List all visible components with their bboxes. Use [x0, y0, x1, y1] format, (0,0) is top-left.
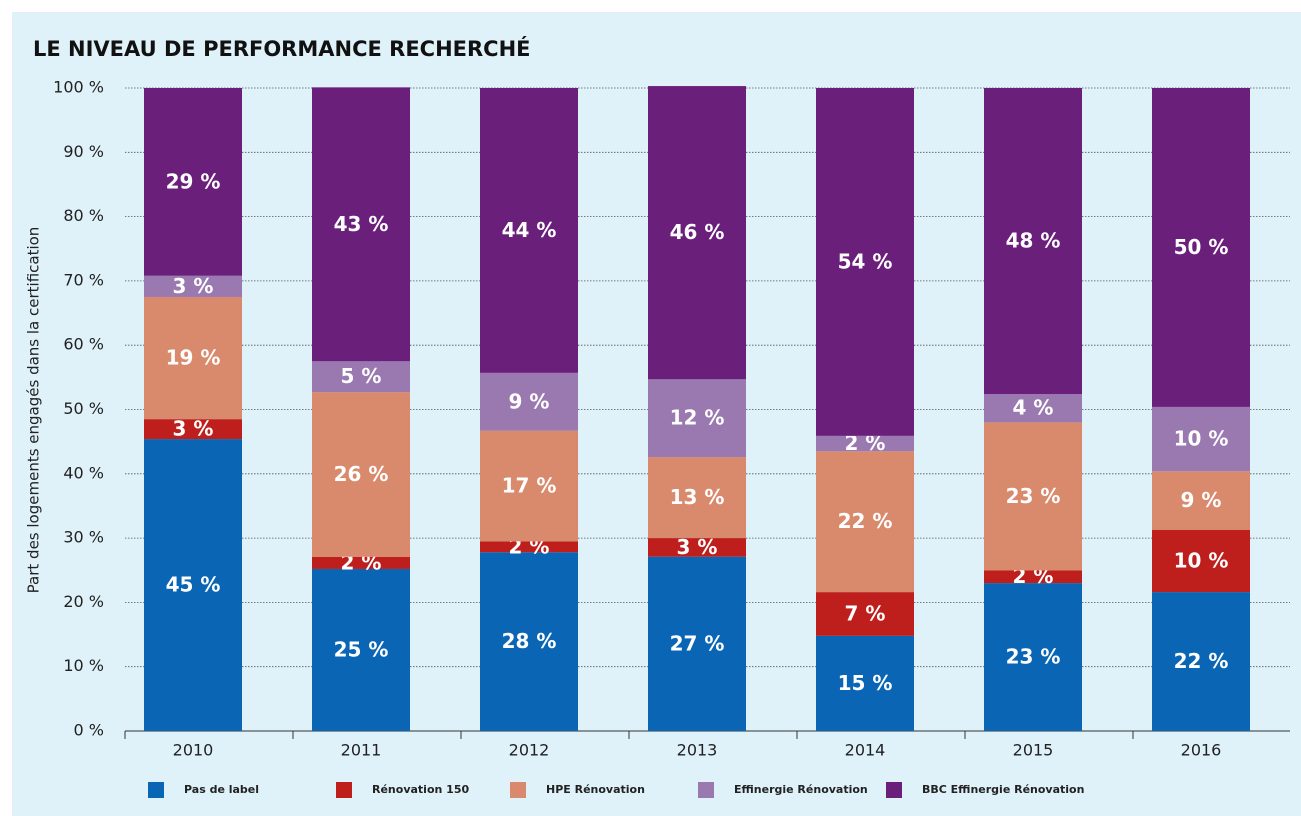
chart-title: LE NIVEAU DE PERFORMANCE RECHERCHÉ [33, 36, 531, 61]
legend-swatch [148, 782, 164, 798]
bar-segment [984, 88, 1082, 395]
bar-segment [816, 592, 914, 636]
bar-segment [984, 583, 1082, 731]
value-label: 5 % [341, 364, 382, 388]
y-tick-label: 90 % [63, 142, 104, 161]
bar-segment [648, 457, 746, 539]
value-label: 22 % [838, 509, 893, 533]
y-tick-label: 30 % [63, 528, 104, 547]
value-label: 4 % [1013, 396, 1054, 420]
value-label: 44 % [502, 218, 557, 242]
legend-swatch [886, 782, 902, 798]
y-tick-label: 0 % [74, 721, 104, 740]
value-label: 46 % [670, 220, 725, 244]
bar-segment [1152, 471, 1250, 530]
legend-label: HPE Rénovation [546, 783, 645, 796]
bar-segment [480, 88, 578, 373]
bar-segment [312, 568, 410, 731]
y-axis-label: Part des logements engagés dans la certi… [25, 227, 43, 594]
bar-segment [144, 296, 242, 420]
value-label: 3 % [677, 535, 718, 559]
value-label: 54 % [838, 249, 893, 273]
x-tick-label: 2011 [341, 741, 382, 760]
value-label: 23 % [1006, 645, 1061, 669]
value-label: 7 % [845, 601, 886, 625]
bar-segment [144, 275, 242, 297]
bar-segment [816, 435, 914, 452]
bar-segment [480, 541, 578, 553]
bar-segment [144, 419, 242, 440]
y-tick-label: 10 % [63, 656, 104, 675]
y-tick-label: 70 % [63, 270, 104, 289]
value-label: 9 % [509, 389, 550, 413]
value-label: 48 % [1006, 229, 1061, 253]
value-label: 26 % [334, 462, 389, 486]
value-label: 19 % [166, 346, 221, 370]
bar-segment [1152, 592, 1250, 731]
value-label: 43 % [334, 212, 389, 236]
legend-swatch [510, 782, 526, 798]
value-label: 3 % [173, 274, 214, 298]
bar-segment [648, 538, 746, 557]
value-label: 15 % [838, 671, 893, 695]
value-label: 22 % [1174, 649, 1229, 673]
legend-label: BBC Effinergie Rénovation [922, 783, 1084, 796]
bar-segment [984, 394, 1082, 423]
value-label: 27 % [670, 631, 725, 655]
x-tick-label: 2010 [173, 741, 214, 760]
bar-segment [312, 87, 410, 362]
legend-label: Effinergie Rénovation [734, 783, 868, 796]
bar-segment [312, 556, 410, 569]
bar-segment [816, 635, 914, 731]
bar-segment [480, 552, 578, 731]
y-tick-label: 50 % [63, 399, 104, 418]
value-label: 3 % [173, 417, 214, 441]
y-tick-label: 40 % [63, 463, 104, 482]
value-label: 25 % [334, 637, 389, 661]
x-tick-label: 2014 [845, 741, 886, 760]
value-label: 28 % [502, 629, 557, 653]
y-tick-label: 20 % [63, 592, 104, 611]
value-label: 10 % [1174, 427, 1229, 451]
bar-segment [648, 86, 746, 380]
x-tick-label: 2013 [677, 741, 718, 760]
y-tick-label: 80 % [63, 206, 104, 225]
x-tick-label: 2012 [509, 741, 550, 760]
legend-swatch [698, 782, 714, 798]
value-label: 29 % [166, 169, 221, 193]
value-label: 17 % [502, 474, 557, 498]
value-label: 23 % [1006, 484, 1061, 508]
bar-segment [816, 88, 914, 436]
bar-segment [984, 422, 1082, 571]
bar-segment [1152, 88, 1250, 407]
bar-segment [480, 430, 578, 542]
value-label: 12 % [670, 406, 725, 430]
legend-swatch [336, 782, 352, 798]
bar-segment [312, 392, 410, 557]
bar-segment [1152, 529, 1250, 593]
bar-segment [648, 379, 746, 458]
legend-label: Rénovation 150 [372, 783, 469, 796]
bar-segment [816, 451, 914, 593]
value-label: 45 % [166, 573, 221, 597]
bar-segment [312, 361, 410, 393]
value-label: 13 % [670, 485, 725, 509]
value-label: 50 % [1174, 235, 1229, 259]
bar-segment [984, 570, 1082, 584]
y-tick-label: 60 % [63, 335, 104, 354]
bar-segment [144, 439, 242, 731]
legend-label: Pas de label [184, 783, 259, 796]
bar-segment [648, 556, 746, 731]
x-tick-label: 2016 [1181, 741, 1222, 760]
bar-segment [480, 372, 578, 431]
bar-segment [144, 88, 242, 276]
value-label: 9 % [1181, 488, 1222, 512]
y-tick-label: 100 % [53, 78, 104, 97]
bar-segment [1152, 406, 1250, 472]
value-label: 10 % [1174, 548, 1229, 572]
x-tick-label: 2015 [1013, 741, 1054, 760]
